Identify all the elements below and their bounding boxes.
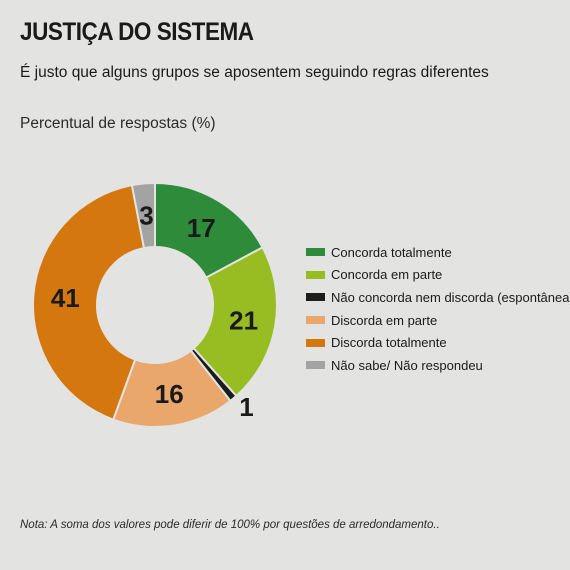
- legend-item-concorda-em-parte: Concorda em parte: [306, 264, 570, 287]
- unit-label: Percentual de respostas (%): [20, 115, 216, 132]
- slice-concorda-totalmente: [154, 181, 264, 279]
- chart-subtitle: É justo que alguns grupos se aposentem s…: [20, 64, 489, 81]
- legend-swatch: [306, 338, 325, 347]
- donut-chart: 17 21 1 16 41 3: [32, 181, 278, 428]
- slice-label-discorda-totalmente: 41: [51, 283, 80, 313]
- donut-slices: [32, 181, 278, 428]
- chart-title: JUSTIÇA DO SISTEMA: [20, 18, 254, 46]
- legend-label: Não concorda nem discorda (espontânea): [331, 289, 570, 305]
- legend-item-discorda-em-parte: Discorda em parte: [306, 309, 570, 332]
- donut-slice-labels: 17 21 1 16 41 3: [51, 200, 258, 421]
- slice-nao-sabe-nao-respondeu: [130, 181, 156, 250]
- legend-item-concorda-totalmente: Concorda totalmente: [306, 241, 570, 264]
- slice-label-concorda-totalmente: 17: [187, 213, 216, 243]
- legend-swatch: [306, 361, 325, 370]
- legend-item-nao-concorda-nem-discorda-espontanea: Não concorda nem discorda (espontânea): [306, 286, 570, 309]
- slice-concorda-em-parte: [192, 246, 278, 398]
- chart-legend: Concorda totalmente Concorda em parte Não …: [306, 241, 570, 377]
- legend-swatch: [306, 316, 325, 325]
- slice-label-nao-sabe-nao-respondeu: 3: [139, 200, 153, 230]
- slice-label-concorda-em-parte: 21: [229, 306, 258, 336]
- slice-discorda-totalmente: [32, 184, 146, 421]
- legend-label: Discorda totalmente: [331, 335, 447, 351]
- legend-label: Não sabe/ Não respondeu: [331, 357, 483, 373]
- legend-swatch: [306, 270, 325, 279]
- legend-label: Discorda em parte: [331, 312, 438, 328]
- slice-label-discorda-em-parte: 16: [155, 379, 184, 409]
- legend-label: Concorda em parte: [331, 267, 443, 283]
- legend-item-nao-sabe-nao-respondeu: Não sabe/ Não respondeu: [306, 354, 570, 377]
- legend-label: Concorda totalmente: [331, 244, 452, 260]
- slice-label-nao-concorda-nem-discorda-espontanea: 1: [239, 392, 253, 422]
- footnote: Nota: A soma dos valores pode diferir de…: [20, 519, 440, 531]
- legend-swatch: [306, 248, 325, 257]
- legend-swatch: [306, 293, 325, 302]
- legend-item-discorda-totalmente: Discorda totalmente: [306, 331, 570, 354]
